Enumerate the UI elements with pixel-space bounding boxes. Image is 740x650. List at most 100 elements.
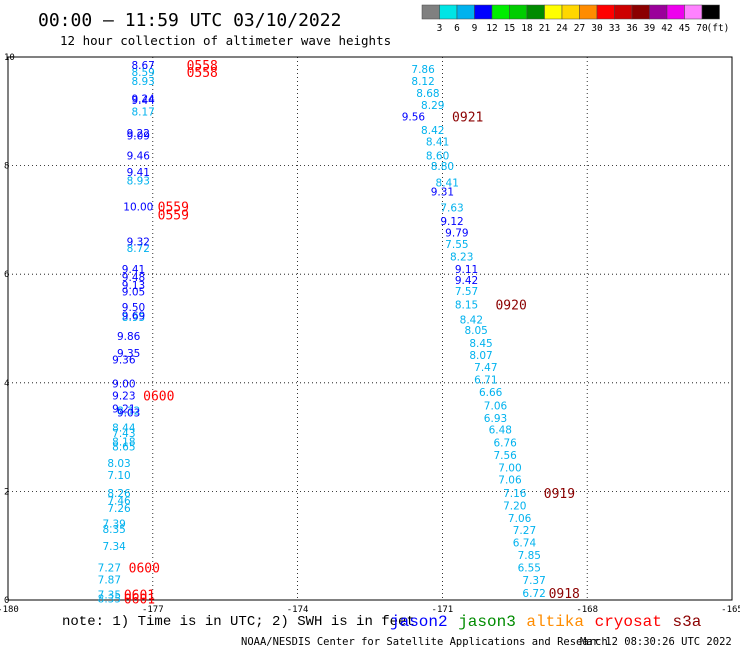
wave-height-point: 8.17 (131, 106, 154, 118)
wave-height-point: 9.13 (122, 280, 145, 292)
x-tick-label: -171 (432, 605, 454, 615)
y-tick-label: 4 (4, 379, 9, 389)
wave-height-point: 7.55 (445, 239, 468, 251)
legend-level-label: 33 (609, 23, 620, 34)
legend-level-label: 12 (486, 23, 497, 34)
satellite-legend: jason2 jason3 altika cryosat s3a (390, 613, 702, 631)
wave-height-point: 8.41 (436, 177, 459, 189)
wave-height-point: 7.43 (112, 428, 135, 440)
plot-frame (7, 56, 733, 601)
wave-height-point: 8.12 (411, 76, 434, 88)
legend-level-label: 36 (626, 23, 638, 34)
time-label: 0919 (544, 487, 575, 502)
wave-height-point: 9.50 (122, 302, 145, 314)
wave-height-point: 7.00 (498, 463, 521, 475)
wave-height-point: 8.95 (122, 312, 145, 324)
wave-height-point: 9.86 (117, 331, 141, 343)
wave-height-point: 8.18 (112, 436, 135, 448)
wave-height-point: 8.44 (112, 422, 136, 434)
legend-level-label: 30 (591, 23, 603, 34)
wave-height-point: 9.44 (131, 95, 155, 107)
wave-height-point: 7.06 (498, 474, 522, 486)
y-tick-label: 6 (4, 270, 9, 280)
legend-swatch (666, 4, 685, 20)
wave-height-point: 9.36 (112, 354, 136, 366)
wave-height-point: 8.32 (117, 405, 140, 417)
wave-height-point: 8.35 (98, 593, 121, 605)
wave-height-point: 9.48 (122, 272, 145, 284)
legend-level-label: 70 (696, 23, 708, 34)
time-label: 0558 (187, 66, 218, 81)
chart-subtitle: 12 hour collection of altimeter wave hei… (60, 33, 391, 48)
wave-height-point: 9.41 (127, 167, 150, 179)
wave-height-point: 9.05 (122, 287, 145, 299)
wave-height-point: 7.26 (107, 503, 131, 515)
legend-swatch (421, 4, 440, 20)
time-label: 0601 (124, 592, 155, 607)
time-label: 0601 (124, 589, 155, 604)
wave-height-point: 7.56 (493, 450, 517, 462)
satellite-name-jason2: jason2 (390, 613, 448, 631)
wave-height-point: 7.35 (98, 590, 121, 602)
legend-swatch (456, 4, 475, 20)
satellite-name-cryosat: cryosat (595, 613, 662, 631)
legend-swatch (491, 4, 510, 20)
wave-height-point: 7.37 (522, 575, 545, 587)
legend-swatch (684, 4, 703, 20)
wave-height-point: 7.27 (513, 525, 536, 537)
wave-height-point: 7.85 (518, 550, 541, 562)
footer-timestamp: Mar 12 08:30:26 UTC 2022 (580, 636, 732, 648)
wave-height-point: 8.07 (469, 350, 492, 362)
time-label: 0920 (495, 299, 526, 314)
satellite-name-jason3: jason3 (458, 613, 516, 631)
wave-height-point: 9.32 (127, 237, 150, 249)
grid-lines (8, 57, 732, 600)
wave-height-point: 8.23 (450, 251, 473, 263)
wave-height-point: 9.35 (117, 348, 140, 360)
wave-height-point: 6.66 (479, 387, 503, 399)
wave-height-point: 8.05 (464, 325, 487, 337)
wave-height-point: 9.42 (455, 275, 478, 287)
wave-height-point: 7.87 (98, 574, 121, 586)
wave-height-point: 9.46 (127, 150, 151, 162)
wave-height-point: 6.71 (474, 375, 497, 387)
wave-height-point: 8.68 (416, 88, 439, 100)
wave-height-point: 8.03 (107, 458, 130, 470)
legend-level-label: 27 (574, 23, 585, 34)
time-label: 0918 (549, 587, 580, 602)
chart-title: 00:00 — 11:59 UTC 03/10/2022 (38, 10, 341, 31)
wave-height-point: 8.80 (431, 161, 454, 173)
wave-height-point: 7.46 (107, 496, 131, 508)
wave-height-point: 8.72 (127, 243, 150, 255)
time-label: 0921 (452, 111, 483, 126)
wave-height-point: 8.93 (131, 76, 154, 88)
wave-height-point: 9.23 (112, 390, 135, 402)
wave-height-point: 9.69 (122, 310, 145, 322)
wave-height-point: 7.86 (411, 64, 435, 76)
legend-swatch (614, 4, 633, 20)
wave-height-point: 6.93 (484, 413, 507, 425)
legend-swatch (701, 4, 720, 20)
wave-height-point: 7.06 (508, 513, 532, 525)
footer-credit: NOAA/NESDIS Center for Satellite Applica… (241, 636, 608, 648)
legend-swatch (439, 4, 458, 20)
wave-height-point: 9.24 (131, 93, 155, 105)
time-label: 0559 (158, 200, 189, 215)
legend-level-label: 15 (504, 23, 515, 34)
legend-swatch (596, 4, 615, 20)
legend-swatch (474, 4, 493, 20)
legend-swatch (526, 4, 545, 20)
time-label: 0559 (158, 208, 189, 223)
footer-note: note: 1) Time is in UTC; 2) SWH is in fe… (62, 614, 415, 630)
legend-level-label: 3 (437, 23, 443, 34)
wave-height-point: 7.27 (98, 562, 121, 574)
time-labels: 0558055805590559060006000601060109210920… (124, 59, 580, 607)
wave-height-point: 10.00 (123, 201, 153, 213)
wave-height-point: 8.45 (469, 338, 492, 350)
y-tick-label: 8 (4, 162, 9, 172)
legend-swatch (579, 4, 598, 20)
wave-height-point: 8.93 (127, 175, 150, 187)
wave-height-point: 8.15 (455, 300, 478, 312)
wave-height-point: 9.12 (440, 216, 463, 228)
legend-level-label: 21 (539, 23, 551, 34)
